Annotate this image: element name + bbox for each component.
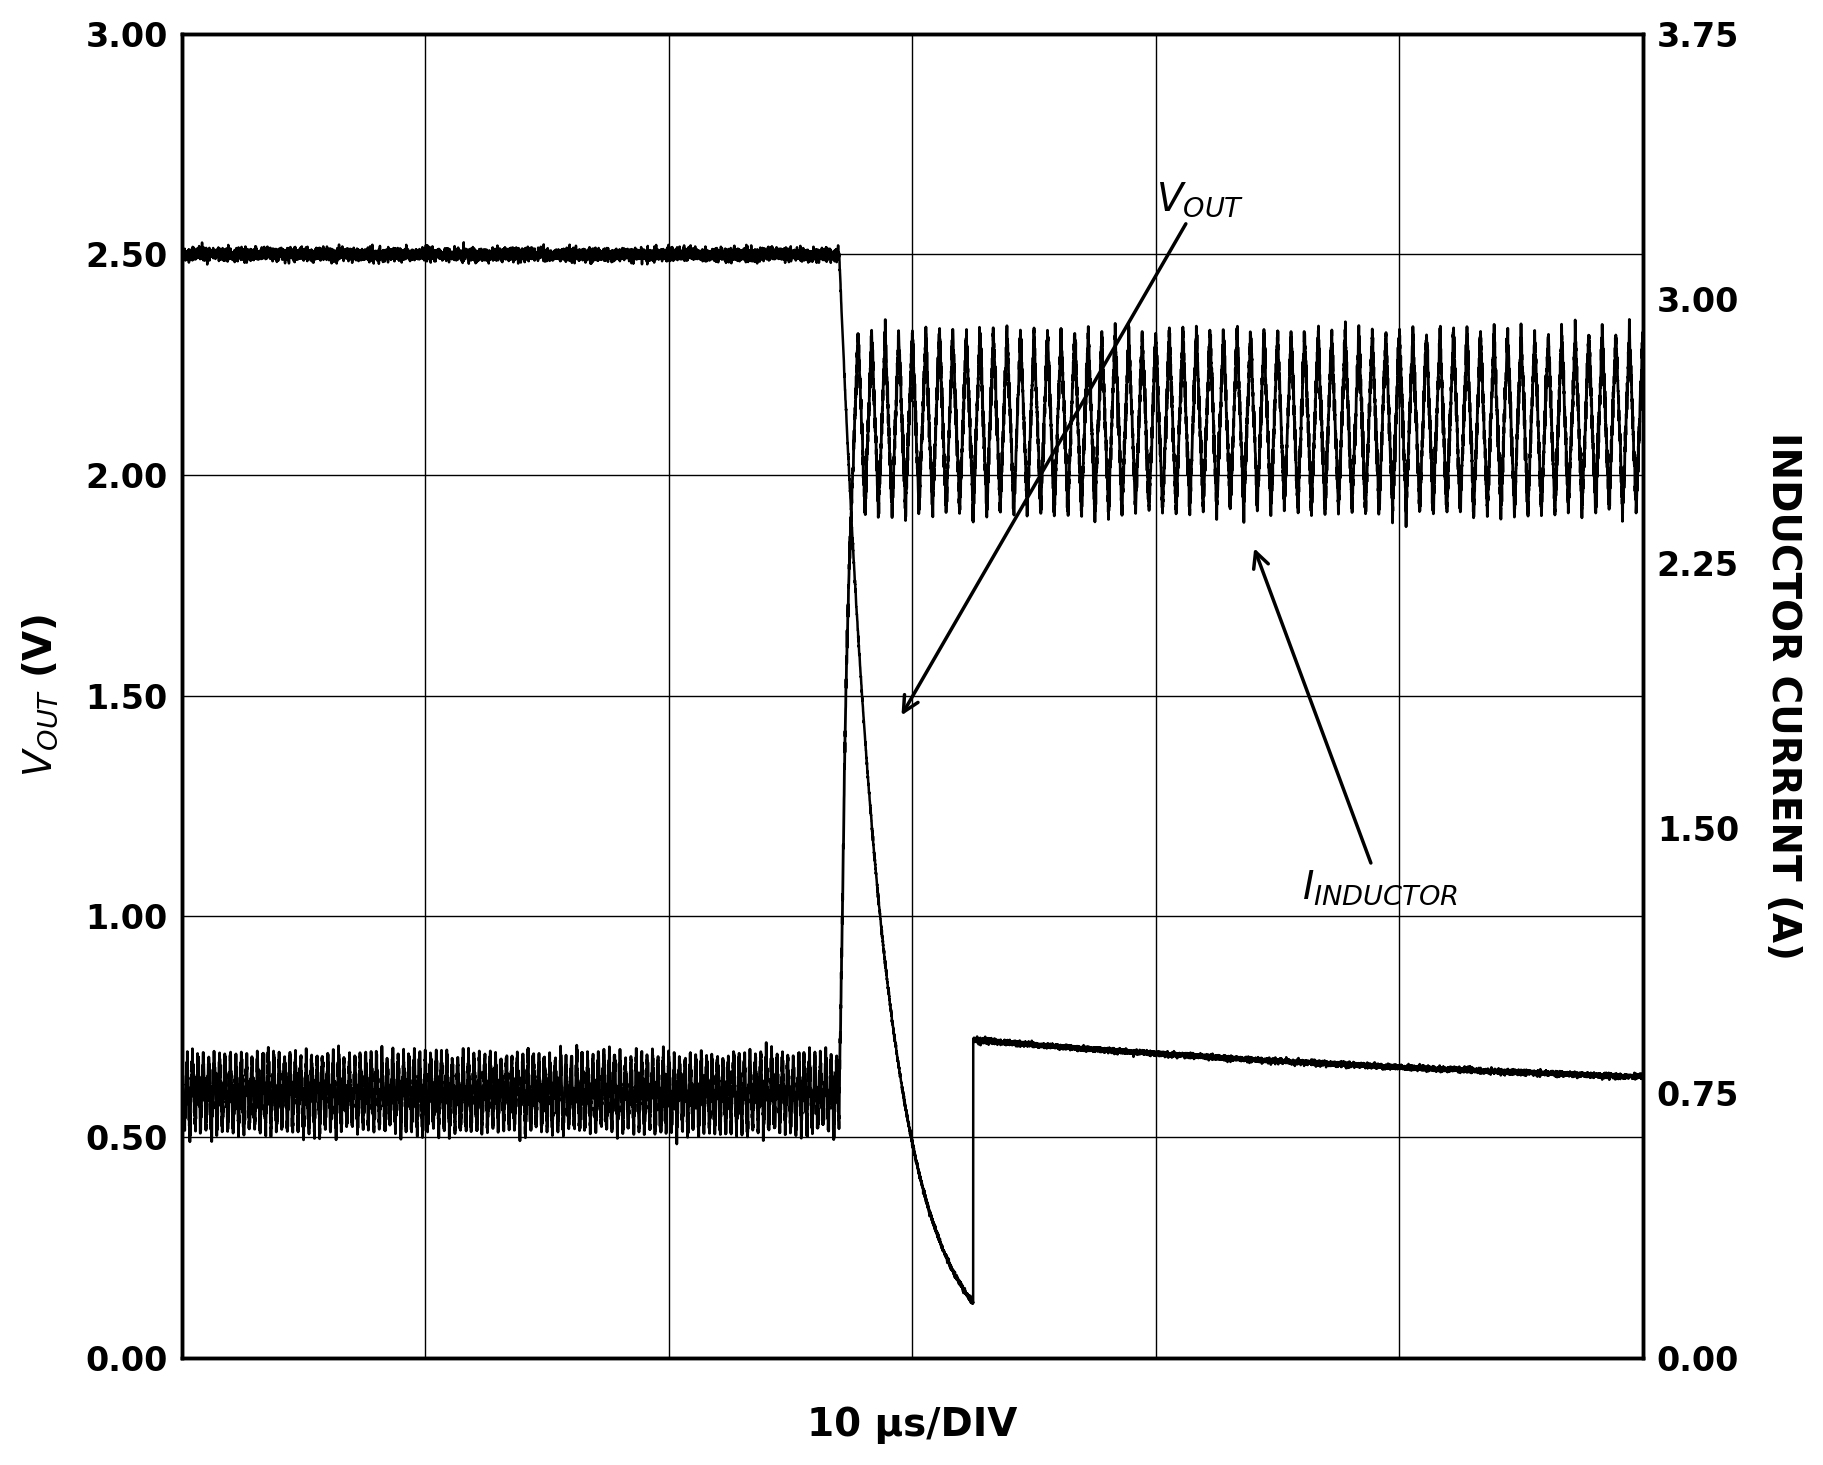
X-axis label: 10 μs/DIV: 10 μs/DIV: [808, 1406, 1017, 1444]
Y-axis label: $V_{OUT}$ (V): $V_{OUT}$ (V): [20, 614, 60, 778]
Text: $I_{INDUCTOR}$: $I_{INDUCTOR}$: [1254, 552, 1458, 907]
Y-axis label: INDUCTOR CURRENT (A): INDUCTOR CURRENT (A): [1765, 432, 1803, 960]
Text: $V_{OUT}$: $V_{OUT}$: [904, 180, 1243, 712]
